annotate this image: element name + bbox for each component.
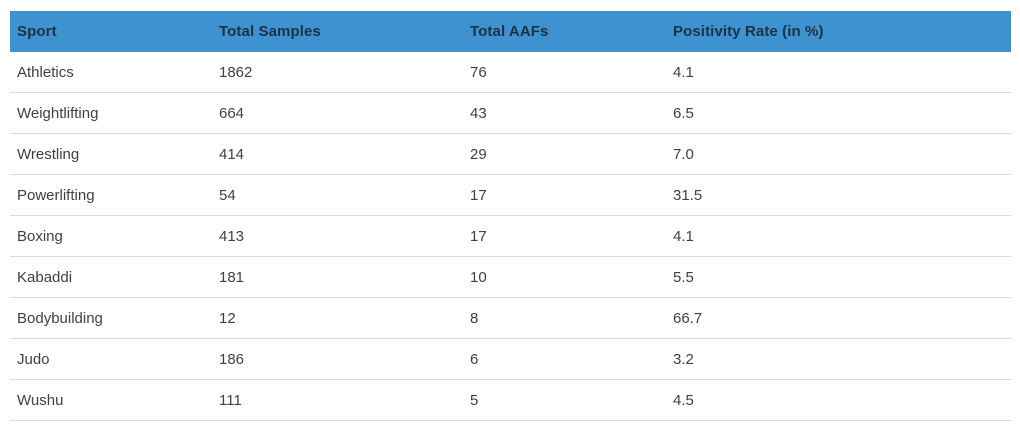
- cell-positivity-rate: 4.1: [666, 215, 1011, 257]
- cell-sport: Boxing: [10, 215, 212, 257]
- cell-positivity-rate: 3.2: [666, 338, 1011, 380]
- cell-total-aafs: 6: [463, 338, 666, 380]
- cell-total-samples: 413: [212, 215, 463, 257]
- cell-total-aafs: 76: [463, 52, 666, 93]
- cell-sport: Weightlifting: [10, 92, 212, 134]
- cell-total-samples: 181: [212, 256, 463, 298]
- cell-positivity-rate: 4.5: [666, 379, 1011, 421]
- cell-total-aafs: 17: [463, 215, 666, 257]
- table-row: Weightlifting 664 43 6.5: [10, 92, 1011, 134]
- cell-total-aafs: 17: [463, 174, 666, 216]
- sports-doping-table: Sport Total Samples Total AAFs Positivit…: [10, 11, 1011, 421]
- cell-total-aafs: 29: [463, 133, 666, 175]
- cell-total-aafs: 43: [463, 92, 666, 134]
- cell-positivity-rate: 66.7: [666, 297, 1011, 339]
- cell-sport: Bodybuilding: [10, 297, 212, 339]
- header-row: Sport Total Samples Total AAFs Positivit…: [10, 11, 1011, 52]
- table-row: Kabaddi 181 10 5.5: [10, 256, 1011, 298]
- cell-positivity-rate: 5.5: [666, 256, 1011, 298]
- column-header-positivity-rate: Positivity Rate (in %): [666, 11, 1011, 52]
- table-row: Powerlifting 54 17 31.5: [10, 174, 1011, 216]
- cell-total-aafs: 8: [463, 297, 666, 339]
- cell-total-samples: 1862: [212, 52, 463, 93]
- cell-sport: Judo: [10, 338, 212, 380]
- cell-sport: Wushu: [10, 379, 212, 421]
- column-header-total-aafs: Total AAFs: [463, 11, 666, 52]
- cell-sport: Kabaddi: [10, 256, 212, 298]
- cell-positivity-rate: 6.5: [666, 92, 1011, 134]
- table-row: Bodybuilding 12 8 66.7: [10, 297, 1011, 339]
- cell-positivity-rate: 31.5: [666, 174, 1011, 216]
- table-row: Wushu 111 5 4.5: [10, 379, 1011, 421]
- column-header-total-samples: Total Samples: [212, 11, 463, 52]
- cell-total-samples: 54: [212, 174, 463, 216]
- cell-total-aafs: 5: [463, 379, 666, 421]
- cell-sport: Wrestling: [10, 133, 212, 175]
- sports-doping-table-container: Sport Total Samples Total AAFs Positivit…: [10, 11, 1011, 421]
- table-row: Athletics 1862 76 4.1: [10, 52, 1011, 93]
- cell-sport: Powerlifting: [10, 174, 212, 216]
- cell-total-aafs: 10: [463, 256, 666, 298]
- cell-total-samples: 12: [212, 297, 463, 339]
- cell-positivity-rate: 7.0: [666, 133, 1011, 175]
- cell-total-samples: 186: [212, 338, 463, 380]
- table-row: Wrestling 414 29 7.0: [10, 133, 1011, 175]
- cell-total-samples: 414: [212, 133, 463, 175]
- table-row: Boxing 413 17 4.1: [10, 215, 1011, 257]
- cell-total-samples: 111: [212, 379, 463, 421]
- cell-positivity-rate: 4.1: [666, 52, 1011, 93]
- column-header-sport: Sport: [10, 11, 212, 52]
- cell-sport: Athletics: [10, 52, 212, 93]
- cell-total-samples: 664: [212, 92, 463, 134]
- table-row: Judo 186 6 3.2: [10, 338, 1011, 380]
